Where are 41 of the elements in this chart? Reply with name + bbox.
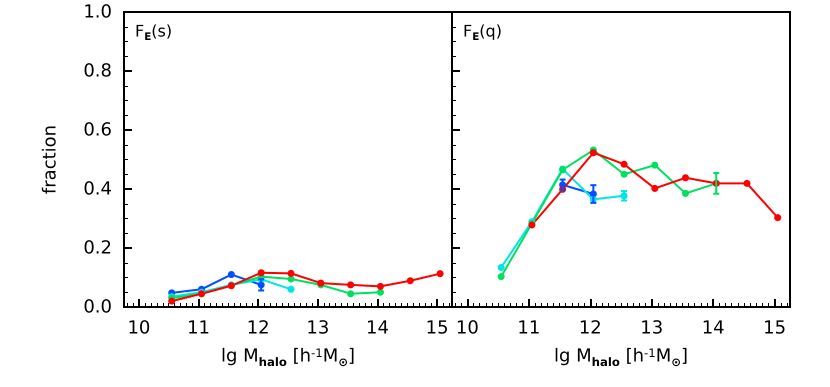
x-tick-label: 15 (426, 318, 449, 338)
point (258, 269, 265, 276)
y-tick-label: 0.2 (83, 238, 112, 258)
x-tick-label: 14 (366, 318, 389, 338)
y-tick-label: 1.0 (83, 2, 112, 22)
point (590, 149, 597, 156)
y-axis-title: fraction (40, 124, 60, 194)
x-tick-label: 10 (456, 318, 479, 338)
point (228, 271, 235, 278)
point (287, 286, 294, 293)
x-tick-label: 15 (763, 318, 786, 338)
y-tick-label: 0.6 (83, 120, 112, 140)
point (436, 270, 444, 278)
point (682, 174, 690, 182)
point (620, 170, 628, 178)
x-tick-label: 13 (306, 318, 330, 338)
point (651, 162, 658, 169)
point (347, 281, 354, 288)
point (774, 214, 782, 222)
point (743, 180, 750, 187)
point (498, 273, 505, 280)
point (651, 184, 658, 192)
x-tick-label: 12 (578, 318, 602, 338)
point (376, 288, 384, 296)
x-tick-label: 13 (640, 318, 664, 338)
x-tick-label: 11 (187, 318, 210, 338)
y-tick-label: 0.4 (83, 178, 112, 200)
x-tick-label: 14 (702, 318, 725, 338)
point (168, 298, 176, 305)
x-tick-label: 12 (246, 318, 270, 338)
point (287, 270, 294, 277)
point (620, 160, 628, 168)
point (347, 290, 354, 298)
point (376, 282, 384, 290)
point (498, 264, 505, 271)
x-tick-label: 11 (517, 318, 540, 338)
y-tick-label: 0.8 (83, 60, 112, 82)
point (682, 190, 690, 197)
point (406, 277, 414, 284)
x-tick-label: 10 (127, 318, 150, 338)
y-tick-label: 0.0 (83, 296, 112, 318)
